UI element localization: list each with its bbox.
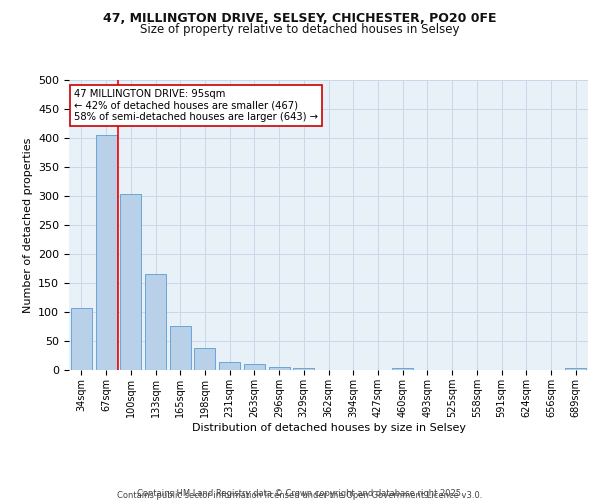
Bar bbox=[565, 368, 586, 370]
Bar bbox=[145, 274, 166, 370]
Bar bbox=[219, 362, 240, 370]
Bar bbox=[293, 368, 314, 370]
Text: Size of property relative to detached houses in Selsey: Size of property relative to detached ho… bbox=[140, 22, 460, 36]
Text: Contains HM Land Registry data © Crown copyright and database right 2025.: Contains HM Land Registry data © Crown c… bbox=[137, 488, 463, 498]
Y-axis label: Number of detached properties: Number of detached properties bbox=[23, 138, 32, 312]
Bar bbox=[269, 367, 290, 370]
Bar bbox=[120, 194, 141, 370]
Bar bbox=[71, 308, 92, 370]
Bar bbox=[170, 326, 191, 370]
X-axis label: Distribution of detached houses by size in Selsey: Distribution of detached houses by size … bbox=[191, 422, 466, 432]
Bar bbox=[194, 348, 215, 370]
Text: Contains public sector information licensed under the Open Government Licence v3: Contains public sector information licen… bbox=[118, 491, 482, 500]
Bar bbox=[392, 368, 413, 370]
Bar bbox=[95, 135, 116, 370]
Bar bbox=[244, 364, 265, 370]
Text: 47, MILLINGTON DRIVE, SELSEY, CHICHESTER, PO20 0FE: 47, MILLINGTON DRIVE, SELSEY, CHICHESTER… bbox=[103, 12, 497, 26]
Text: 47 MILLINGTON DRIVE: 95sqm
← 42% of detached houses are smaller (467)
58% of sem: 47 MILLINGTON DRIVE: 95sqm ← 42% of deta… bbox=[74, 88, 318, 122]
